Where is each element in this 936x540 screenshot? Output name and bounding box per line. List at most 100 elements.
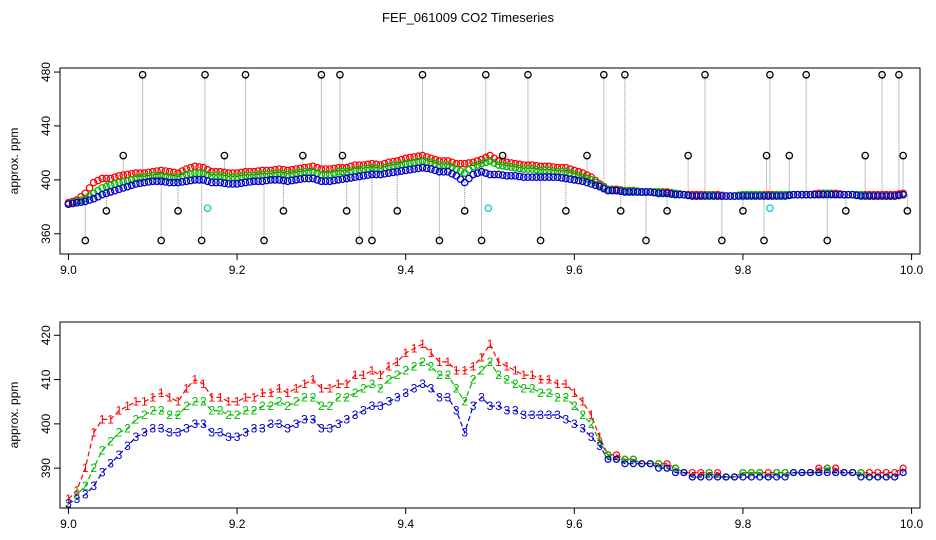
series-3-point bbox=[275, 176, 284, 184]
series-3-point bbox=[401, 166, 410, 175]
series-2-point bbox=[507, 163, 515, 171]
top-x-tick-label: 9.4 bbox=[397, 263, 414, 277]
series-2-point bbox=[157, 171, 166, 180]
flag-point bbox=[621, 70, 629, 79]
series-1-point bbox=[241, 167, 250, 176]
series-3-point bbox=[756, 473, 764, 481]
series-3-point bbox=[612, 186, 621, 195]
series-2-label: 2 bbox=[579, 408, 586, 422]
series-1-label: 1 bbox=[90, 426, 97, 440]
series-3-point bbox=[271, 176, 279, 184]
series-1-label: 1 bbox=[588, 408, 595, 422]
series-3-point bbox=[414, 164, 423, 173]
series-3-point bbox=[186, 176, 195, 185]
series-2-label: 2 bbox=[546, 386, 553, 400]
series-3-point bbox=[857, 473, 865, 481]
flag-point bbox=[823, 236, 832, 245]
cyan-point bbox=[766, 204, 774, 213]
series-1-label: 1 bbox=[107, 412, 114, 426]
series-3-point bbox=[85, 196, 94, 204]
series-3-point bbox=[266, 176, 275, 184]
series-3-point bbox=[667, 190, 676, 198]
top-y-tick-label: 440 bbox=[39, 116, 53, 136]
bottom-x-tick-label: 9.2 bbox=[229, 517, 246, 531]
series-3-label: 3 bbox=[428, 381, 435, 395]
top-x-tick-label: 9.2 bbox=[229, 263, 246, 277]
series-2-label: 2 bbox=[158, 404, 165, 418]
series-2-point bbox=[621, 455, 629, 463]
series-1-point bbox=[148, 167, 157, 176]
series-2-point bbox=[857, 468, 865, 477]
flag-point bbox=[279, 207, 288, 215]
series-3-point bbox=[292, 176, 300, 184]
series-3-point bbox=[557, 173, 566, 182]
series-3-point bbox=[77, 198, 85, 206]
series-3-point bbox=[469, 170, 477, 179]
series-3-point bbox=[650, 188, 659, 197]
series-2-label: 2 bbox=[453, 381, 460, 395]
series-3-point bbox=[355, 172, 364, 181]
flag-point bbox=[684, 151, 692, 160]
series-3-label: 3 bbox=[461, 426, 468, 440]
series-3-point bbox=[102, 189, 111, 198]
series-1-point bbox=[216, 167, 225, 176]
series-2-point bbox=[334, 167, 343, 176]
series-3-label: 3 bbox=[537, 408, 544, 422]
series-3-point bbox=[73, 198, 81, 207]
series-3-label: 3 bbox=[124, 439, 131, 453]
series-2-point bbox=[671, 464, 680, 472]
series-1-label: 1 bbox=[267, 386, 274, 400]
series-1-point bbox=[832, 464, 840, 472]
series-3-point bbox=[638, 460, 646, 468]
series-3-label: 3 bbox=[158, 421, 165, 435]
series-1-point bbox=[317, 165, 326, 173]
series-1-point bbox=[456, 159, 465, 168]
series-3-point bbox=[789, 468, 798, 477]
top-drops bbox=[84, 74, 908, 241]
series-1-point bbox=[494, 157, 503, 165]
series-3-point bbox=[705, 473, 713, 481]
series-1-point bbox=[245, 167, 254, 176]
bottom-panel: approx. ppm 9.0 9.2 9.4 9.6 9.8 10.0 390 400 410… bbox=[7, 321, 924, 531]
bottom-series-lines bbox=[67, 342, 904, 505]
series-1-label: 1 bbox=[554, 377, 561, 391]
flag-point bbox=[739, 207, 747, 215]
flag-point bbox=[760, 236, 768, 245]
series-3-point bbox=[802, 190, 811, 199]
bottom-plot-frame bbox=[59, 321, 921, 509]
flag-point bbox=[599, 70, 608, 79]
bottom-x-tick-label: 10.0 bbox=[900, 517, 924, 531]
series-3-point bbox=[663, 189, 671, 198]
series-2-label: 2 bbox=[470, 373, 477, 387]
series-1-label: 1 bbox=[133, 395, 140, 409]
series-3-point bbox=[814, 190, 823, 199]
series-3-label: 3 bbox=[318, 421, 325, 435]
series-3-point bbox=[751, 192, 760, 200]
series-3-point bbox=[519, 173, 528, 182]
series-2-label: 2 bbox=[444, 368, 451, 382]
series-3-point bbox=[376, 170, 385, 179]
series-1-label: 1 bbox=[99, 412, 106, 426]
series-3-point bbox=[115, 185, 123, 194]
series-3-point bbox=[899, 468, 907, 477]
series-2-point bbox=[144, 172, 153, 181]
top-series-marks bbox=[64, 70, 912, 245]
series-1-point bbox=[562, 163, 570, 172]
series-3-point bbox=[132, 180, 140, 188]
series-1-label: 1 bbox=[217, 390, 224, 404]
series-3-point bbox=[637, 188, 646, 196]
chart-title: FEF_061009 CO2 Timeseries bbox=[382, 10, 554, 25]
bottom-y-tick-label: 390 bbox=[39, 458, 53, 478]
series-1-label: 1 bbox=[242, 390, 249, 404]
series-2-label: 2 bbox=[107, 435, 114, 449]
series-3-point bbox=[486, 170, 494, 179]
series-1-point bbox=[228, 169, 237, 177]
series-3-point bbox=[182, 177, 191, 186]
series-3-label: 3 bbox=[192, 417, 199, 431]
series-1-label: 1 bbox=[141, 395, 148, 409]
series-3-point bbox=[494, 170, 503, 179]
series-3-point bbox=[325, 177, 334, 186]
top-y-tick-label: 360 bbox=[39, 223, 53, 243]
series-3-point bbox=[819, 190, 827, 199]
